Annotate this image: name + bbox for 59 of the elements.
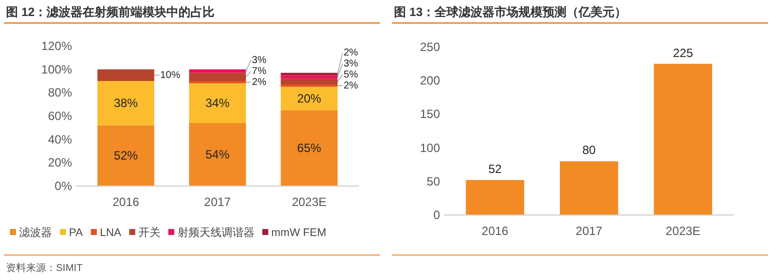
data-label: 2% bbox=[344, 80, 358, 92]
legend-label: LNA bbox=[100, 227, 122, 239]
data-label: 5% bbox=[344, 70, 358, 81]
data-label: 54% bbox=[205, 148, 230, 162]
x-tick-label: 2023E bbox=[292, 195, 327, 209]
bar bbox=[466, 180, 524, 215]
bar bbox=[280, 86, 338, 110]
y-tick-label: 40% bbox=[48, 132, 72, 146]
legend-label: PA bbox=[69, 227, 84, 239]
bar bbox=[97, 69, 154, 81]
bar bbox=[189, 72, 246, 81]
data-label: 80 bbox=[582, 143, 596, 158]
chart-title: 图 13：全球滤波器市场规模预测（亿美元） bbox=[394, 5, 627, 19]
data-label: 34% bbox=[205, 96, 230, 110]
bar bbox=[189, 123, 246, 186]
y-tick-label: 200 bbox=[420, 74, 440, 88]
y-tick-label: 60% bbox=[48, 109, 72, 123]
bar bbox=[560, 161, 618, 215]
bar bbox=[97, 81, 154, 126]
data-label: 65% bbox=[297, 141, 322, 156]
data-label: 225 bbox=[672, 46, 694, 60]
bar bbox=[97, 125, 154, 186]
legend-label: 射频天线调谐器 bbox=[177, 226, 254, 239]
data-label: 3% bbox=[252, 55, 266, 66]
y-tick-label: 0% bbox=[54, 179, 72, 193]
legend-label: mmW FEM bbox=[271, 227, 326, 239]
data-label: 52% bbox=[114, 148, 138, 163]
x-tick-label: 2023E bbox=[666, 224, 700, 238]
data-label: 2% bbox=[252, 77, 266, 88]
data-label: 10% bbox=[160, 70, 180, 82]
y-tick-label: 150 bbox=[420, 107, 440, 122]
x-tick-label: 2017 bbox=[204, 195, 232, 209]
bar bbox=[189, 69, 246, 73]
data-label: 52 bbox=[488, 162, 502, 176]
y-tick-label: 100% bbox=[41, 62, 72, 76]
bar bbox=[189, 83, 246, 123]
legend-label: 滤波器 bbox=[19, 226, 52, 239]
data-label: 2% bbox=[344, 48, 358, 59]
x-tick-label: 2016 bbox=[482, 224, 509, 238]
y-tick-label: 20% bbox=[48, 156, 72, 170]
bar bbox=[280, 110, 338, 186]
bar bbox=[280, 78, 338, 84]
bar bbox=[280, 75, 338, 79]
data-label: 38% bbox=[114, 96, 138, 110]
text: 资料来源：SIMIT bbox=[6, 262, 83, 274]
y-tick-label: 80% bbox=[48, 86, 72, 100]
bar bbox=[654, 64, 712, 215]
y-tick-label: 120% bbox=[41, 39, 72, 53]
data-label: 7% bbox=[252, 66, 266, 78]
data-label: 20% bbox=[297, 92, 322, 106]
legend-label: 开关 bbox=[138, 226, 160, 239]
chart-title: 图 12：滤波器在射频前端模块中的占比 bbox=[6, 5, 215, 19]
x-tick-label: 2017 bbox=[576, 224, 603, 238]
y-tick-label: 100 bbox=[420, 140, 440, 155]
y-tick-label: 50 bbox=[426, 174, 440, 188]
x-tick-label: 2016 bbox=[112, 195, 140, 209]
y-tick-label: 0 bbox=[433, 208, 440, 222]
y-tick-label: 250 bbox=[420, 40, 440, 54]
data-label: 3% bbox=[344, 58, 358, 70]
